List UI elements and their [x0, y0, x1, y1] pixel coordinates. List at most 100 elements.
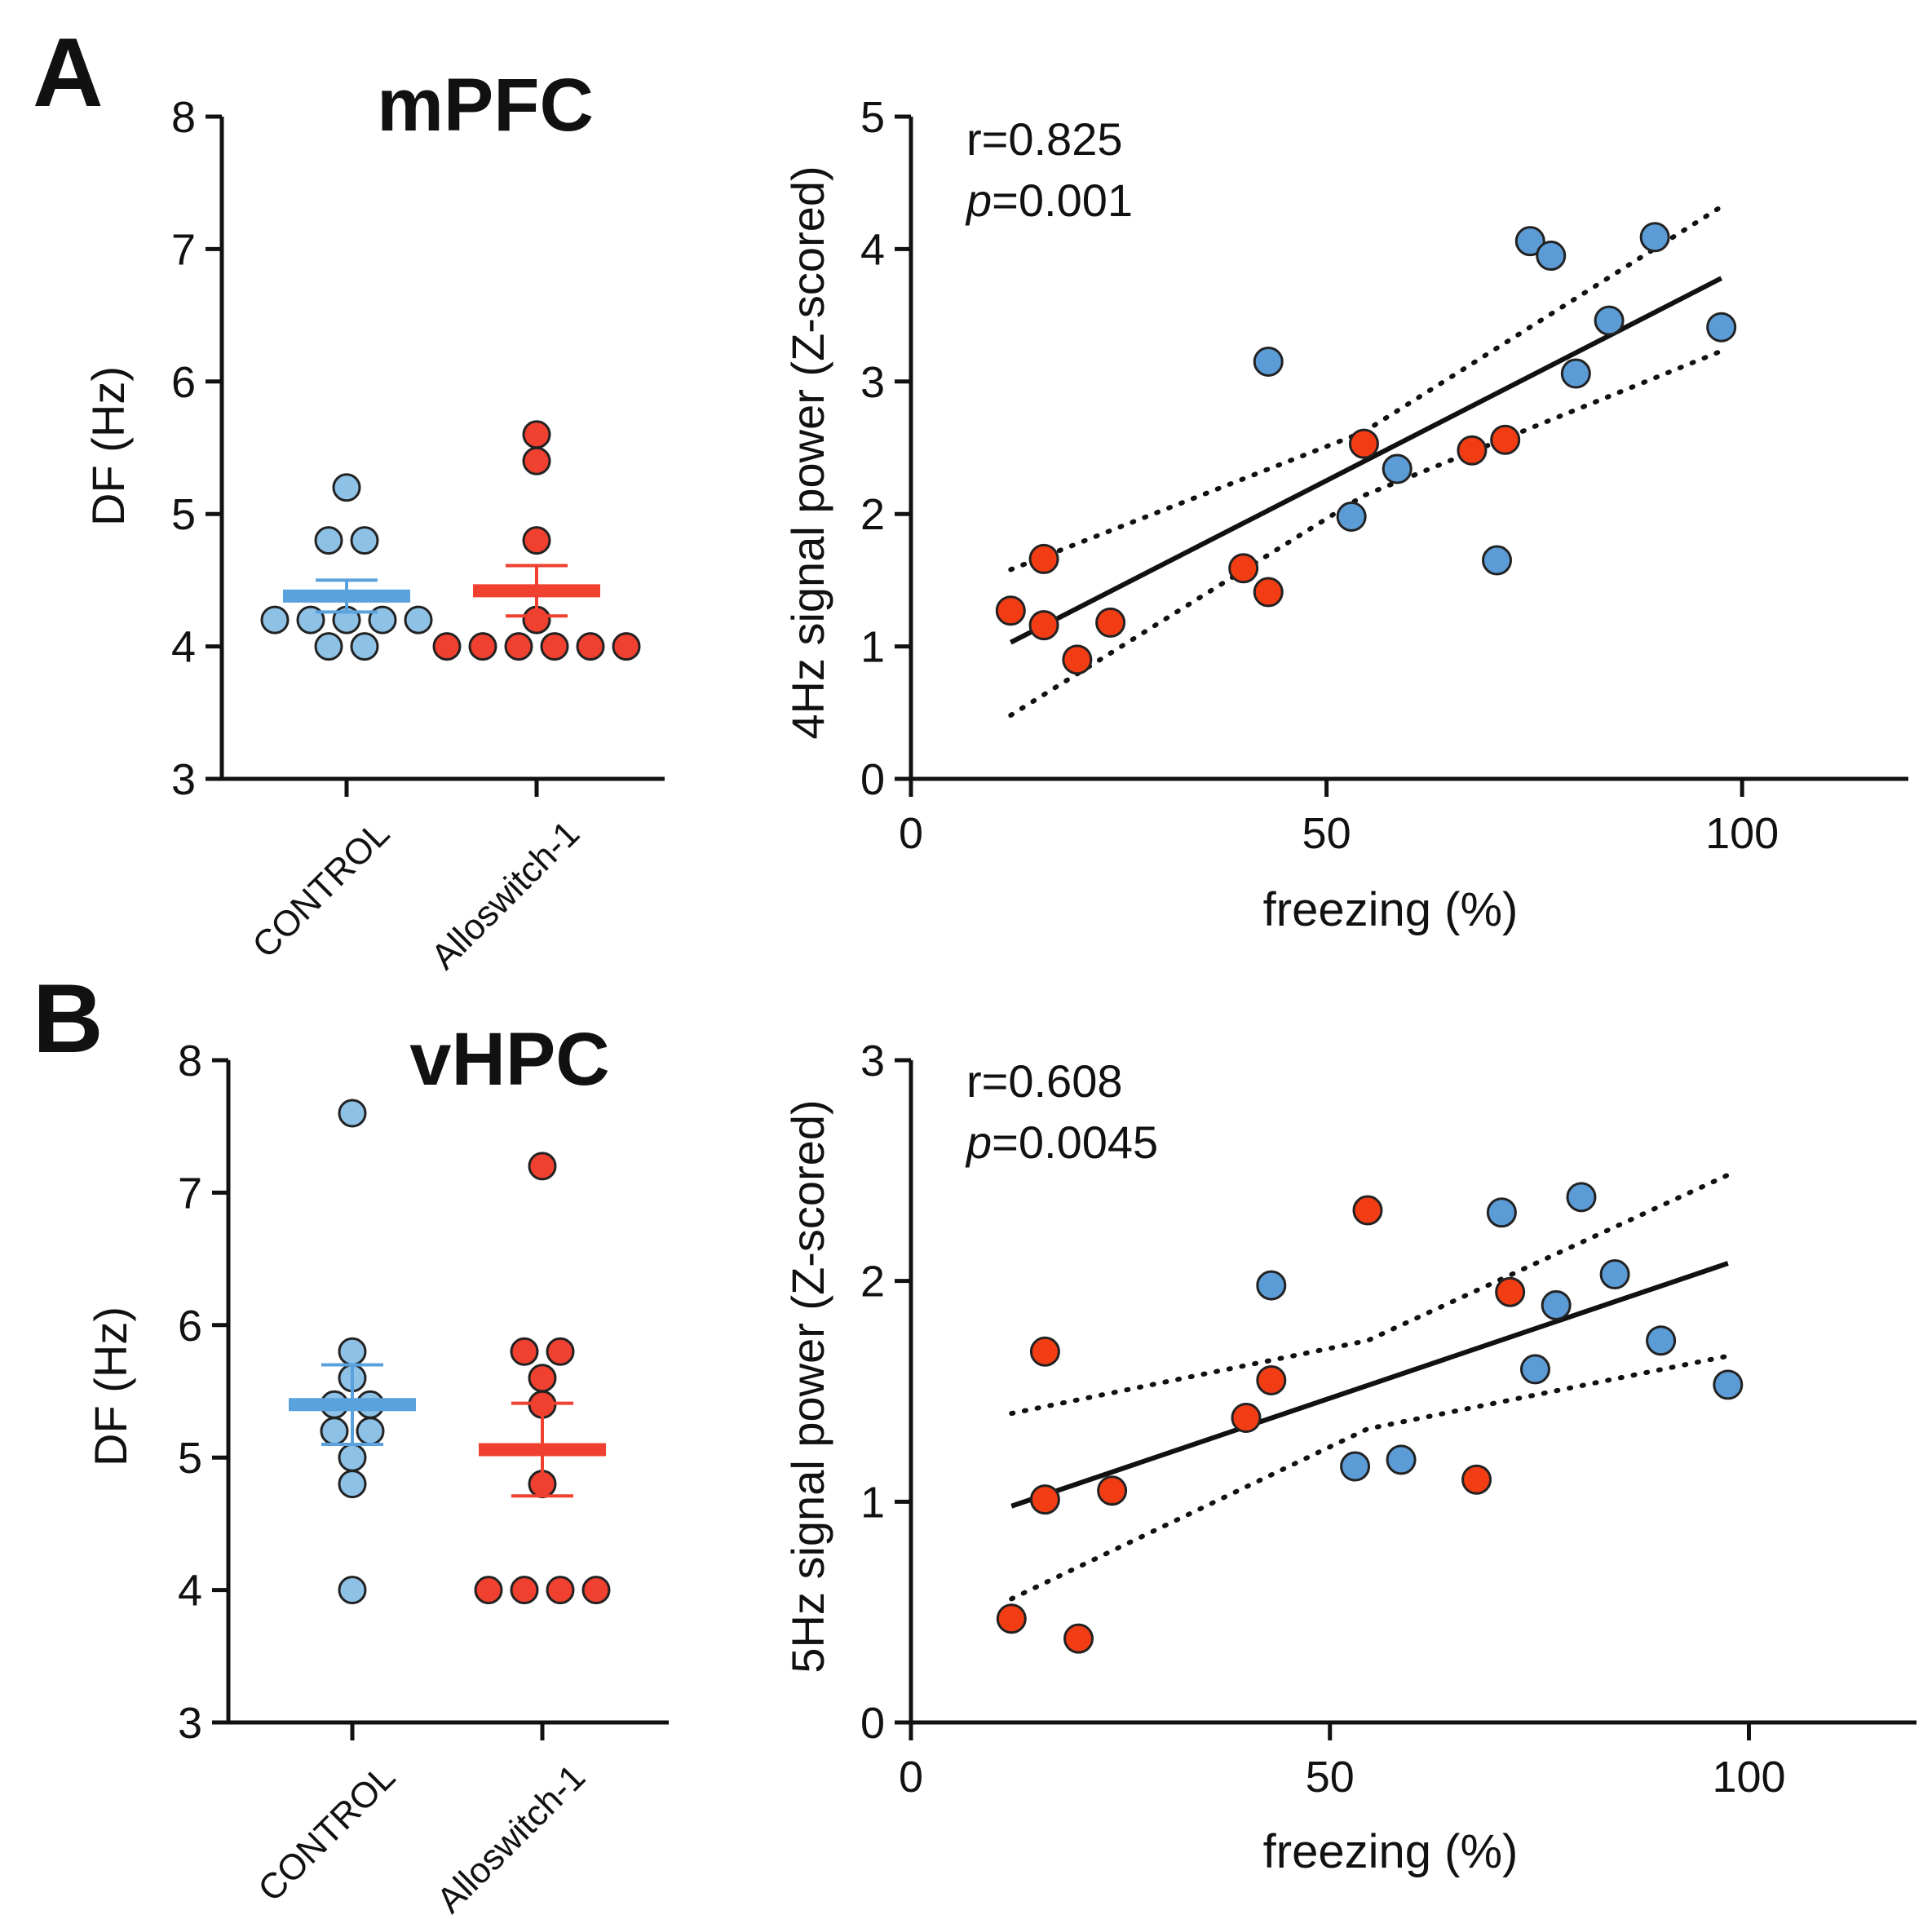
scatter-point — [1063, 1623, 1094, 1654]
y-tick-label: 4 — [178, 1567, 202, 1616]
scatter-point — [1231, 1402, 1262, 1433]
data-point — [528, 1364, 557, 1393]
y-tick-label: 2 — [860, 1258, 885, 1307]
scatter-point — [1566, 1182, 1597, 1213]
data-point — [528, 1152, 557, 1181]
scatter-point — [1457, 435, 1488, 466]
scatter-point — [1461, 1464, 1492, 1495]
data-point — [581, 1576, 611, 1605]
scatter-point — [1599, 1259, 1630, 1290]
regression-line — [1009, 276, 1723, 645]
scatter-point — [1386, 1444, 1417, 1475]
y-tick-label: 2 — [860, 490, 885, 539]
panel-b-dot-plot: B vHPC DF (Hz) 3 4 5 6 7 8 CONTROL Alloswitch-1 — [33, 964, 669, 1919]
p-value: =0.001 — [992, 175, 1133, 226]
data-point — [468, 632, 497, 661]
data-point — [314, 526, 343, 555]
y-tick-label: 4 — [860, 225, 885, 274]
scatter-point — [1490, 424, 1521, 455]
region-title-vhpc: vHPC — [409, 1018, 609, 1101]
panel-letter-b: B — [33, 964, 104, 1073]
data-point — [522, 446, 551, 475]
regression-line — [1010, 1261, 1729, 1509]
data-point — [350, 526, 379, 555]
p-symbol: p — [965, 175, 992, 226]
category-label: CONTROL — [245, 813, 397, 966]
scatter-point — [1382, 453, 1413, 484]
data-point — [332, 473, 361, 502]
y-tick-label: 1 — [860, 1478, 885, 1527]
ci-lower-band — [1009, 1353, 1731, 1602]
x-tick-label: 50 — [1306, 1753, 1355, 1802]
scatter-point — [1594, 305, 1625, 336]
x-tick-label: 50 — [1302, 809, 1351, 858]
scatter-point — [1536, 241, 1567, 272]
correlation-p: p=0.001 — [965, 175, 1133, 226]
y-axis-label: 5Hz signal power (Z-scored) — [782, 1099, 833, 1673]
data-point — [504, 632, 533, 661]
x-tick-label: 100 — [1712, 1753, 1785, 1802]
scatter-point — [1095, 607, 1126, 638]
y-axis-label: 4Hz signal power (Z-scored) — [782, 166, 833, 739]
panel-letter-a: A — [33, 18, 104, 127]
scatter-point — [1340, 1451, 1371, 1482]
y-tick-label: 6 — [171, 358, 196, 407]
y-tick-label: 1 — [860, 623, 885, 672]
scatter-point — [1029, 1484, 1060, 1515]
scatter-point — [995, 595, 1026, 626]
scatter-point — [1560, 358, 1591, 389]
category-label: Alloswitch-1 — [423, 813, 587, 977]
scatter-point — [1253, 577, 1284, 608]
category-label: Alloswitch-1 — [429, 1757, 593, 1919]
data-point — [338, 1443, 367, 1472]
scatter-point — [1646, 1325, 1677, 1356]
data-point — [320, 1417, 349, 1446]
data-point — [338, 1337, 367, 1366]
category-label: CONTROL — [250, 1757, 403, 1909]
correlation-r: r=0.825 — [966, 113, 1123, 165]
data-point — [612, 632, 641, 661]
panel-b-scatter-plot: 5Hz signal power (Z-scored) freezing (%)… — [782, 1037, 1917, 1878]
y-axis-label: DF (Hz) — [85, 1307, 136, 1466]
scatter-point — [1029, 1336, 1060, 1367]
scatter-point — [1706, 312, 1737, 343]
y-tick-label: 3 — [171, 755, 196, 804]
scatter-point — [1486, 1197, 1517, 1228]
correlation-p: p=0.0045 — [965, 1116, 1158, 1168]
data-point — [510, 1337, 539, 1366]
panel-a-scatter-plot: 4Hz signal power (Z-scored) freezing (%)… — [782, 93, 1908, 936]
scatter-point — [1639, 222, 1670, 253]
scatter-point — [1713, 1369, 1744, 1400]
y-tick-label: 8 — [171, 93, 196, 142]
data-point — [356, 1417, 385, 1446]
scatter-point — [1482, 545, 1513, 576]
y-tick-label: 5 — [860, 93, 885, 142]
y-tick-label: 0 — [860, 1699, 885, 1748]
data-point — [522, 526, 551, 555]
scatter-point — [1253, 346, 1284, 377]
x-axis-label: freezing (%) — [1263, 1825, 1519, 1878]
scatter-point — [1028, 543, 1059, 574]
x-axis-label: freezing (%) — [1263, 883, 1519, 936]
y-tick-label: 5 — [178, 1434, 202, 1483]
x-tick-label: 100 — [1705, 809, 1779, 858]
data-point — [432, 632, 462, 661]
scatter-point — [1352, 1195, 1383, 1226]
scatter-point — [1541, 1289, 1572, 1320]
data-point — [404, 605, 433, 635]
ci-upper-band — [1009, 1172, 1731, 1417]
data-point — [540, 632, 569, 661]
p-symbol: p — [965, 1116, 992, 1168]
data-point — [338, 1099, 367, 1128]
ci-lower-band — [1008, 348, 1724, 719]
correlation-r: r=0.608 — [966, 1055, 1123, 1107]
y-tick-label: 7 — [171, 225, 196, 274]
data-point — [260, 605, 290, 635]
y-tick-label: 5 — [171, 490, 196, 539]
data-point — [522, 420, 551, 449]
scatter-point — [1514, 226, 1545, 257]
y-tick-label: 3 — [860, 358, 885, 407]
data-point — [546, 1576, 575, 1605]
scatter-point — [1336, 501, 1367, 532]
